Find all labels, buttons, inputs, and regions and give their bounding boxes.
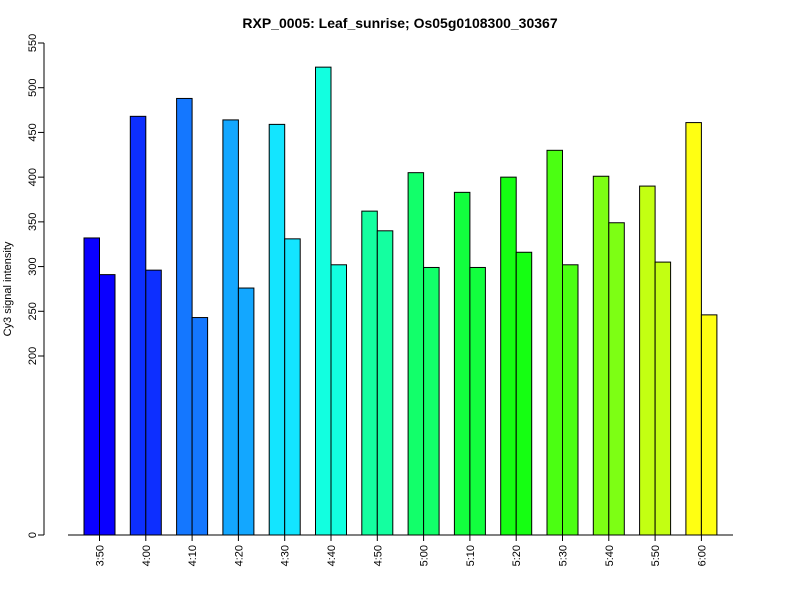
bars [83,66,718,536]
y-axis-label: Cy3 signal intensity [2,241,14,336]
y-tick-label: 350 [27,213,39,231]
x-tick-label: 3:50 [95,545,107,566]
x-axis-ticks: 3:50 4:00 4:10 4:20 4:30 4:40 4:50 5:00 5:10 5:20… [95,535,708,566]
bar-550-2 [654,261,672,536]
bar-450-1 [361,210,378,536]
bar-530-1 [546,149,563,536]
bar-440-2 [330,264,347,536]
bar-540-1 [592,175,610,536]
x-tick-label: 5:00 [419,545,431,566]
bar-520-1 [500,176,517,536]
x-tick-label: 4:40 [326,545,338,566]
x-tick-label: 5:20 [511,545,523,566]
bar-500-1 [407,172,425,536]
x-tick-label: 4:10 [187,545,199,566]
bar-400-1 [129,115,147,536]
x-tick-label: 4:00 [141,545,153,566]
bar-450-2 [376,230,394,536]
y-tick-label: 250 [27,302,39,320]
y-tick-label: 450 [27,123,39,141]
bar-550-1 [639,185,656,536]
x-tick-label: 4:30 [280,545,292,566]
x-tick-label: 5:40 [604,545,616,566]
chart-title: RXP_0005: Leaf_sunrise; Os05g0108300_303… [242,15,557,31]
bar-520-2 [515,251,533,536]
bar-410-1 [176,97,193,536]
bar-350-2 [99,274,116,536]
bar-420-1 [222,119,239,536]
bar-540-2 [608,222,625,536]
bar-430-1 [268,123,286,536]
bar-410-2 [191,317,209,536]
y-tick-label: 0 [27,532,39,538]
bar-510-2 [469,266,486,536]
bar-600-2 [700,314,718,536]
y-axis-ticks: 0 200 250 300 350 400 450 500 550 [27,34,44,538]
bar-430-2 [284,238,301,536]
bar-530-2 [562,264,579,536]
bar-400-2 [145,269,162,536]
y-tick-label: 300 [27,257,39,275]
bar-500-2 [423,266,440,536]
x-tick-label: 5:30 [558,545,570,566]
bar-510-1 [453,191,471,536]
bar-600-1 [685,122,702,536]
bar-350-1 [83,237,100,536]
x-tick-label: 4:20 [233,545,245,566]
x-tick-label: 5:10 [465,545,477,566]
y-tick-label: 550 [27,34,39,52]
bar-440-1 [315,66,332,536]
bar-420-2 [237,287,255,536]
x-tick-label: 6:00 [696,545,708,566]
y-tick-label: 500 [27,79,39,97]
x-tick-label: 5:50 [650,545,662,566]
y-tick-label: 400 [27,168,39,186]
y-tick-label: 200 [27,347,39,365]
x-tick-label: 4:50 [372,545,384,566]
